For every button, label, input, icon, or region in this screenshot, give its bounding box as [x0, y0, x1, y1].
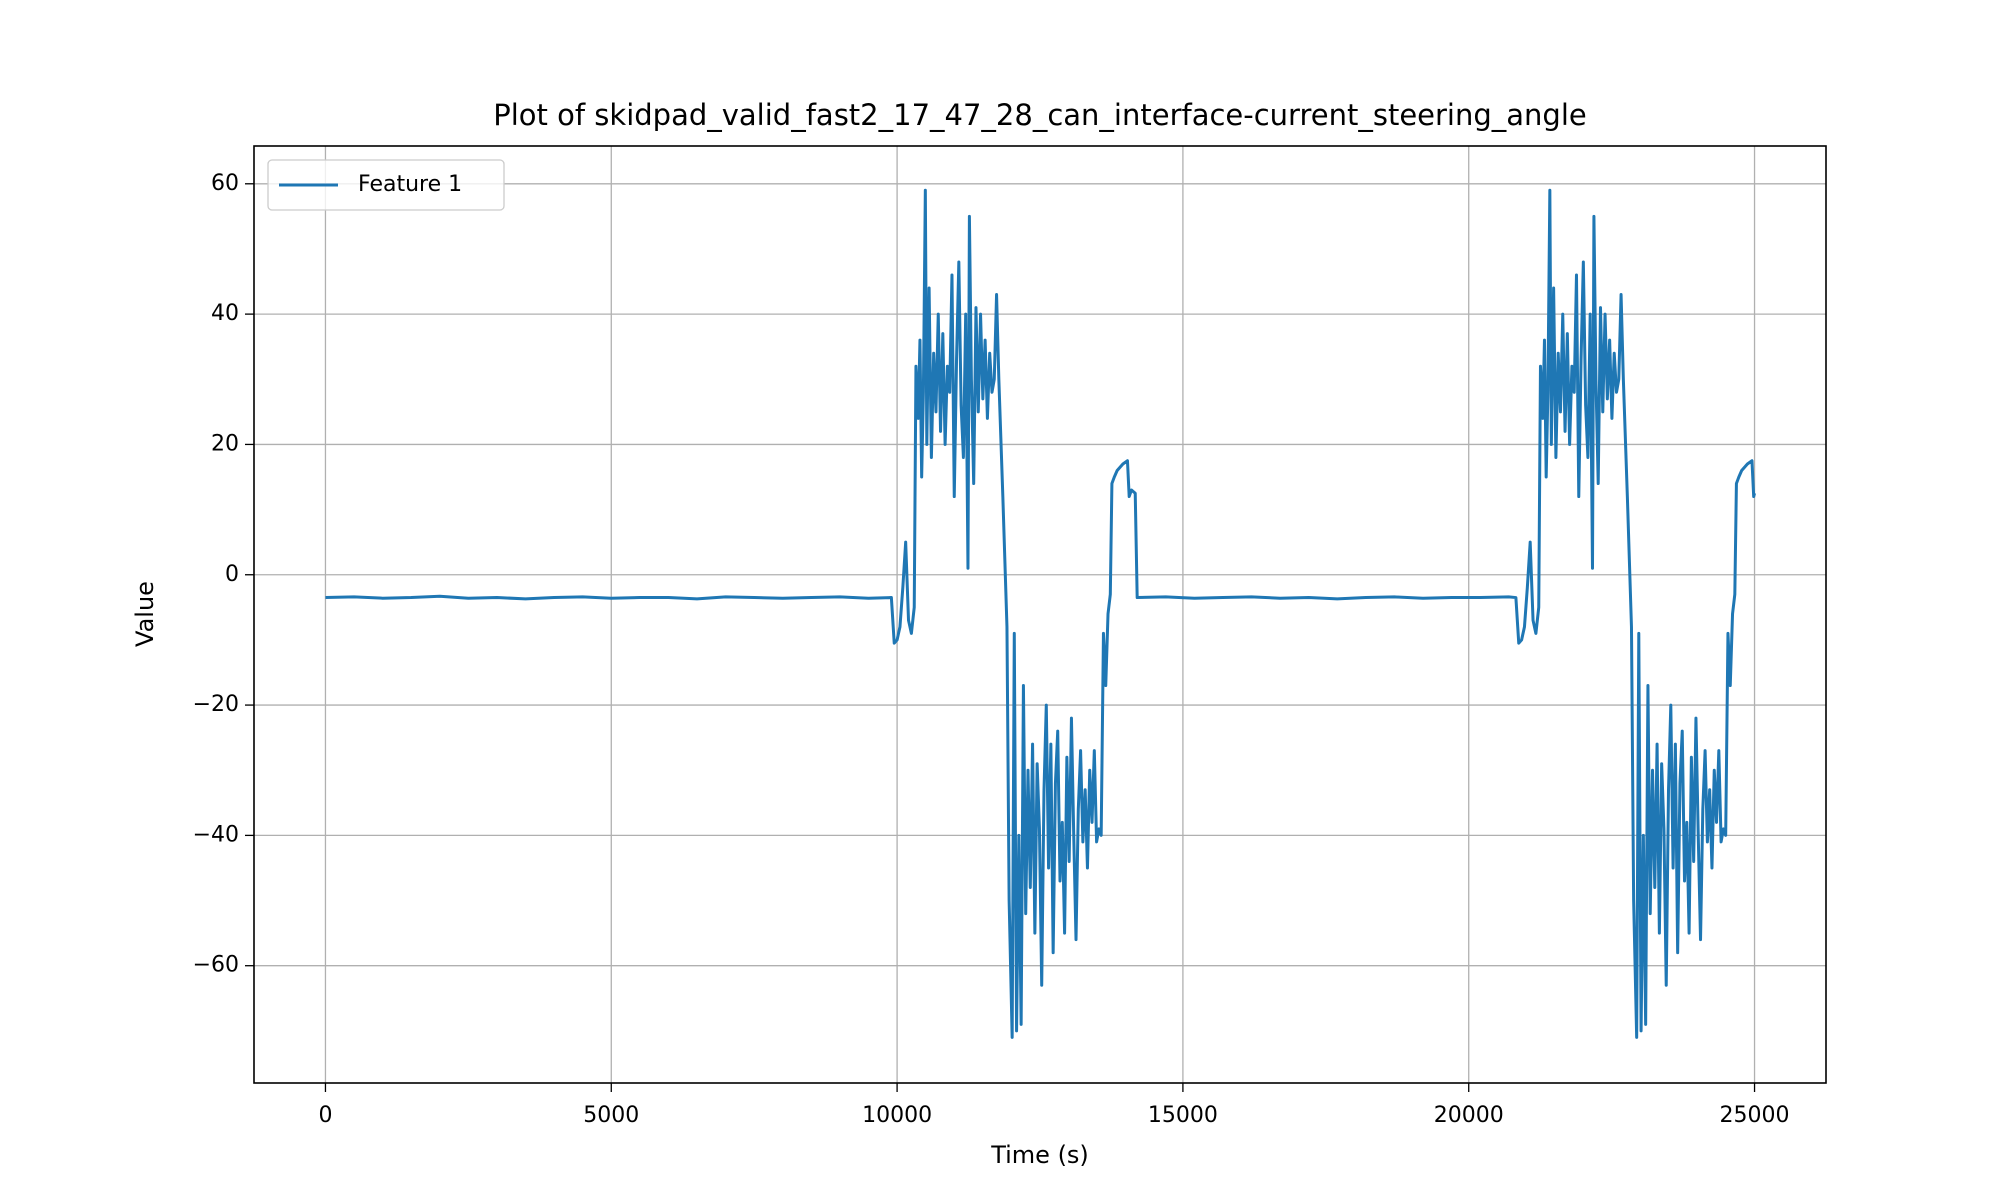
x-tick-label: 20000: [1434, 1103, 1504, 1128]
x-axis-label: Time (s): [990, 1141, 1089, 1169]
y-tick-label: 60: [211, 171, 239, 196]
y-tick-label: 20: [211, 431, 239, 456]
x-tick-label: 10000: [862, 1103, 932, 1128]
y-tick-label: −40: [193, 822, 239, 847]
x-tick-label: 15000: [1148, 1103, 1218, 1128]
y-tick-label: 0: [225, 562, 239, 587]
y-tick-label: 40: [211, 301, 239, 326]
data-line: [325, 188, 1757, 1039]
y-tick-label: −20: [193, 692, 239, 717]
plot-frame: [253, 145, 1827, 1084]
x-tick-label: 25000: [1720, 1103, 1790, 1128]
legend-box: [267, 159, 505, 211]
y-axis-label: Value: [131, 581, 159, 647]
x-tick-label: 0: [318, 1103, 332, 1128]
x-tick-label: 5000: [583, 1103, 639, 1128]
chart-title: Plot of skidpad_valid_fast2_17_47_28_can…: [493, 98, 1586, 132]
legend-label: Feature 1: [358, 172, 462, 197]
y-tick-label: −60: [193, 953, 239, 978]
